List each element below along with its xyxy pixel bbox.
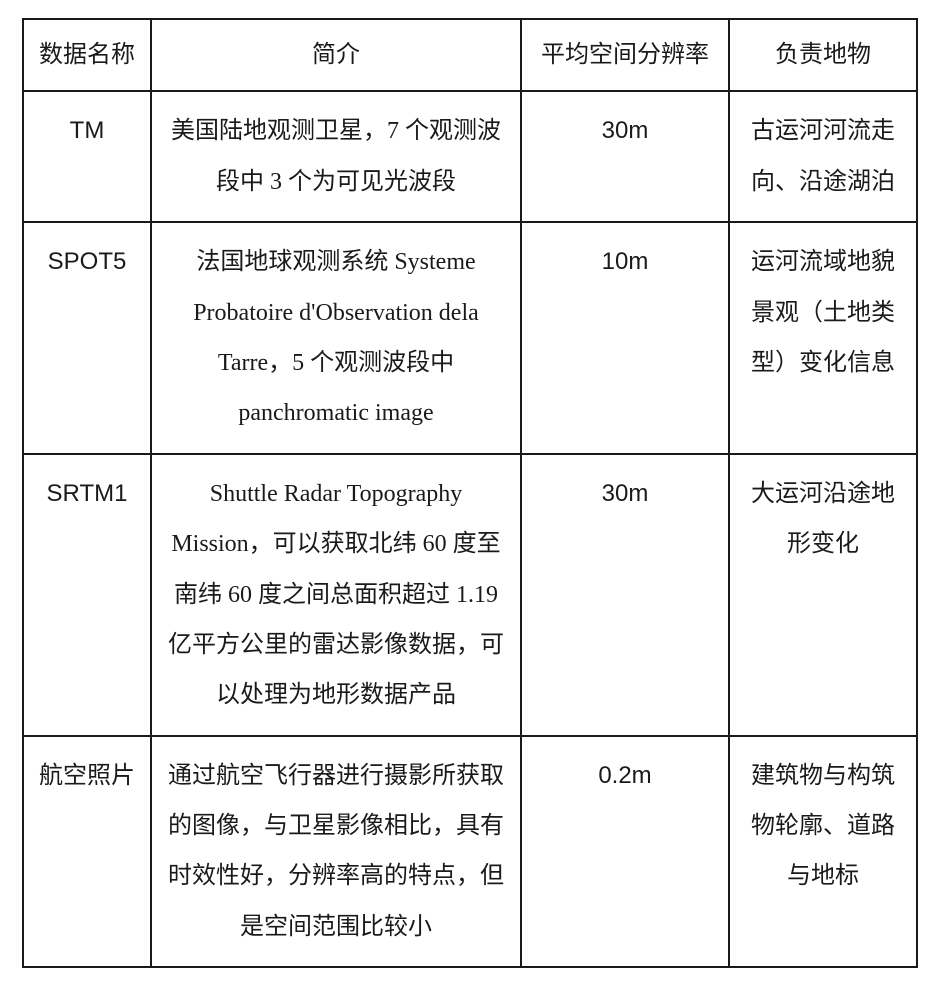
cell-desc: 通过航空飞行器进行摄影所获取的图像，与卫星影像相比，具有时效性好，分辨率高的特点… — [151, 736, 521, 968]
cell-name: SRTM1 — [23, 454, 151, 736]
cell-res-text: 10m — [602, 248, 649, 275]
col-header-res: 平均空间分辨率 — [521, 19, 729, 91]
cell-feat: 大运河沿途地形变化 — [729, 454, 917, 736]
cell-res-text: 30m — [602, 117, 649, 144]
cell-feat: 运河流域地貌景观（土地类型）变化信息 — [729, 222, 917, 454]
table-row: SRTM1 Shuttle Radar Topography Mission，可… — [23, 454, 917, 736]
cell-desc: 美国陆地观测卫星，7 个观测波段中 3 个为可见光波段 — [151, 91, 521, 222]
cell-res-text: 0.2m — [598, 762, 651, 789]
cell-name: SPOT5 — [23, 222, 151, 454]
cell-desc: Shuttle Radar Topography Mission，可以获取北纬 … — [151, 454, 521, 736]
col-header-name: 数据名称 — [23, 19, 151, 91]
table-row: SPOT5 法国地球观测系统 Systeme Probatoire d'Obse… — [23, 222, 917, 454]
data-table: 数据名称 简介 平均空间分辨率 负责地物 TM 美国陆地观测卫星，7 个观测波段… — [22, 18, 918, 968]
col-header-feat: 负责地物 — [729, 19, 917, 91]
cell-name: 航空照片 — [23, 736, 151, 968]
cell-res: 10m — [521, 222, 729, 454]
cell-name-text: SPOT5 — [48, 248, 127, 275]
cell-desc: 法国地球观测系统 Systeme Probatoire d'Observatio… — [151, 222, 521, 454]
cell-name-text: TM — [70, 117, 105, 144]
cell-res: 30m — [521, 91, 729, 222]
table-row: TM 美国陆地观测卫星，7 个观测波段中 3 个为可见光波段 30m 古运河河流… — [23, 91, 917, 222]
page-wrap: 数据名称 简介 平均空间分辨率 负责地物 TM 美国陆地观测卫星，7 个观测波段… — [0, 0, 938, 986]
table-header-row: 数据名称 简介 平均空间分辨率 负责地物 — [23, 19, 917, 91]
col-header-desc: 简介 — [151, 19, 521, 91]
cell-feat: 古运河河流走向、沿途湖泊 — [729, 91, 917, 222]
table-row: 航空照片 通过航空飞行器进行摄影所获取的图像，与卫星影像相比，具有时效性好，分辨… — [23, 736, 917, 968]
cell-name-text: SRTM1 — [47, 480, 128, 507]
cell-res: 30m — [521, 454, 729, 736]
cell-res: 0.2m — [521, 736, 729, 968]
cell-name: TM — [23, 91, 151, 222]
cell-res-text: 30m — [602, 480, 649, 507]
cell-feat: 建筑物与构筑物轮廓、道路与地标 — [729, 736, 917, 968]
